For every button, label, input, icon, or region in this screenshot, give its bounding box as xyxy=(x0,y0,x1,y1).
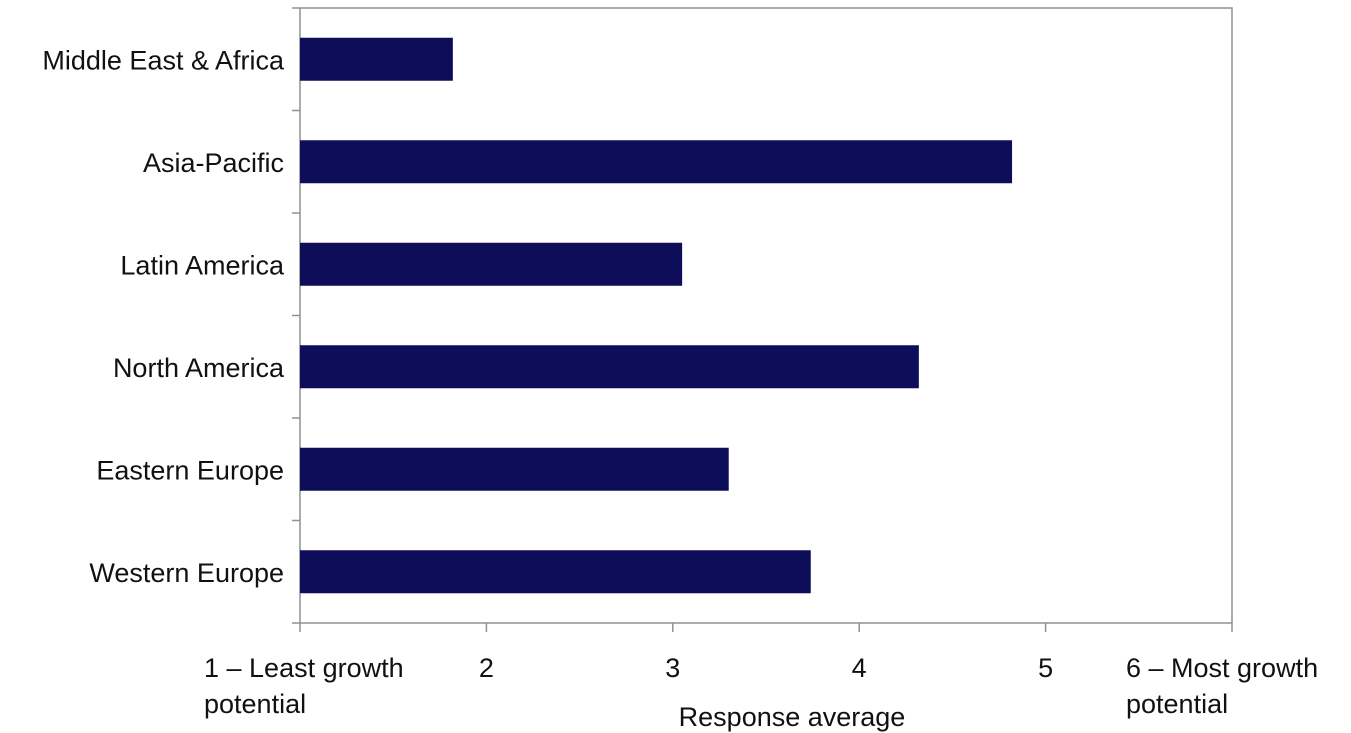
plot-border xyxy=(299,7,1233,624)
x-axis-title: Response average xyxy=(679,702,906,732)
category-labels: Middle East & Africa Asia-Pacific Latin Am… xyxy=(42,45,285,588)
category-label: Eastern Europe xyxy=(96,455,284,485)
bars-group xyxy=(300,37,1013,594)
x-axis-ticks: 1 – Least growth potential 2 3 4 5 6 – Most gr… xyxy=(204,623,1318,719)
x-tick-label: 5 xyxy=(1038,653,1053,683)
category-label: North America xyxy=(113,353,285,383)
bar-eastern-europe xyxy=(300,447,729,491)
x-tick-label: 1 – Least growth xyxy=(204,653,404,683)
category-label: Western Europe xyxy=(89,558,284,588)
bar-western-europe xyxy=(300,550,811,594)
bar-asia-pacific xyxy=(300,140,1013,184)
x-tick-label: 4 xyxy=(852,653,867,683)
x-tick-label: 6 – Most growth xyxy=(1126,653,1318,683)
plot-frame xyxy=(292,7,1233,624)
x-tick-label: 3 xyxy=(665,653,680,683)
bar-north-america xyxy=(300,345,919,389)
category-label: Asia-Pacific xyxy=(143,148,284,178)
bar-middle-east-africa xyxy=(300,37,453,81)
category-label: Middle East & Africa xyxy=(42,45,285,75)
category-label: Latin America xyxy=(120,250,285,280)
x-tick-label: 2 xyxy=(479,653,494,683)
x-tick-label: potential xyxy=(204,689,306,719)
bar-latin-america xyxy=(300,242,683,286)
x-tick-label: potential xyxy=(1126,689,1228,719)
